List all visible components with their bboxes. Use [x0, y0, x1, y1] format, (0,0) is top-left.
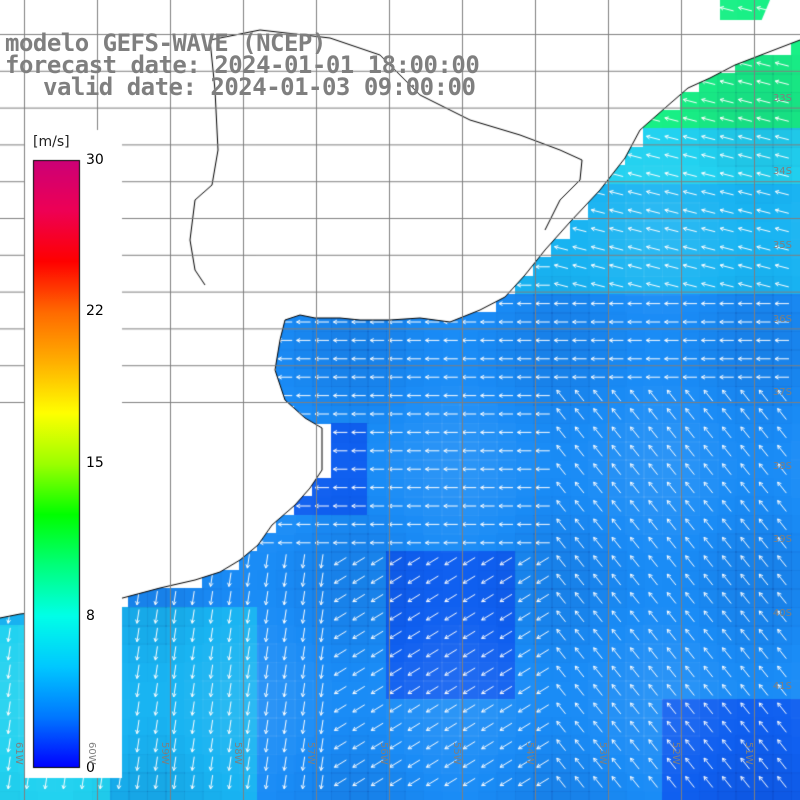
lon-label: 60W [86, 742, 97, 765]
lon-label: 59W [159, 742, 170, 765]
lon-label: 56W [378, 742, 389, 765]
lon-label: 58W [232, 742, 243, 765]
lon-label: 51W [743, 742, 754, 765]
lat-label: 38S [772, 461, 792, 472]
lat-label: 36S [772, 314, 792, 325]
title-model: modelo GEFS-WAVE (NCEP) [5, 29, 326, 57]
lon-label: 52W [670, 742, 681, 765]
lon-label: 53W [597, 742, 608, 765]
colorbar-tick-8: 8 [86, 608, 95, 624]
lon-label: 57W [305, 742, 316, 765]
lon-label: 54W [524, 742, 535, 765]
colorbar-tick-30: 30 [86, 152, 104, 168]
colorbar-tick-15: 15 [86, 455, 104, 471]
lon-label: 55W [451, 742, 462, 765]
lat-label: 37S [772, 387, 792, 398]
lat-label: 33S [772, 93, 792, 104]
title-forecast-date: forecast date: 2024-01-01 18:00:00 [5, 51, 480, 79]
lat-label: 34S [772, 166, 792, 177]
lat-label: 39S [772, 534, 792, 545]
colorbar-unit: [m/s] [33, 134, 70, 150]
lat-label: 41S [772, 681, 792, 692]
title-valid-date: valid date: 2024-01-03 09:00:00 [43, 73, 476, 101]
colorbar-tick-0: 0 [86, 760, 95, 776]
lon-label: 61W [13, 742, 24, 765]
lat-label: 40S [772, 608, 792, 619]
colorbar-tick-22: 22 [86, 303, 104, 319]
lat-label: 35S [772, 240, 792, 251]
